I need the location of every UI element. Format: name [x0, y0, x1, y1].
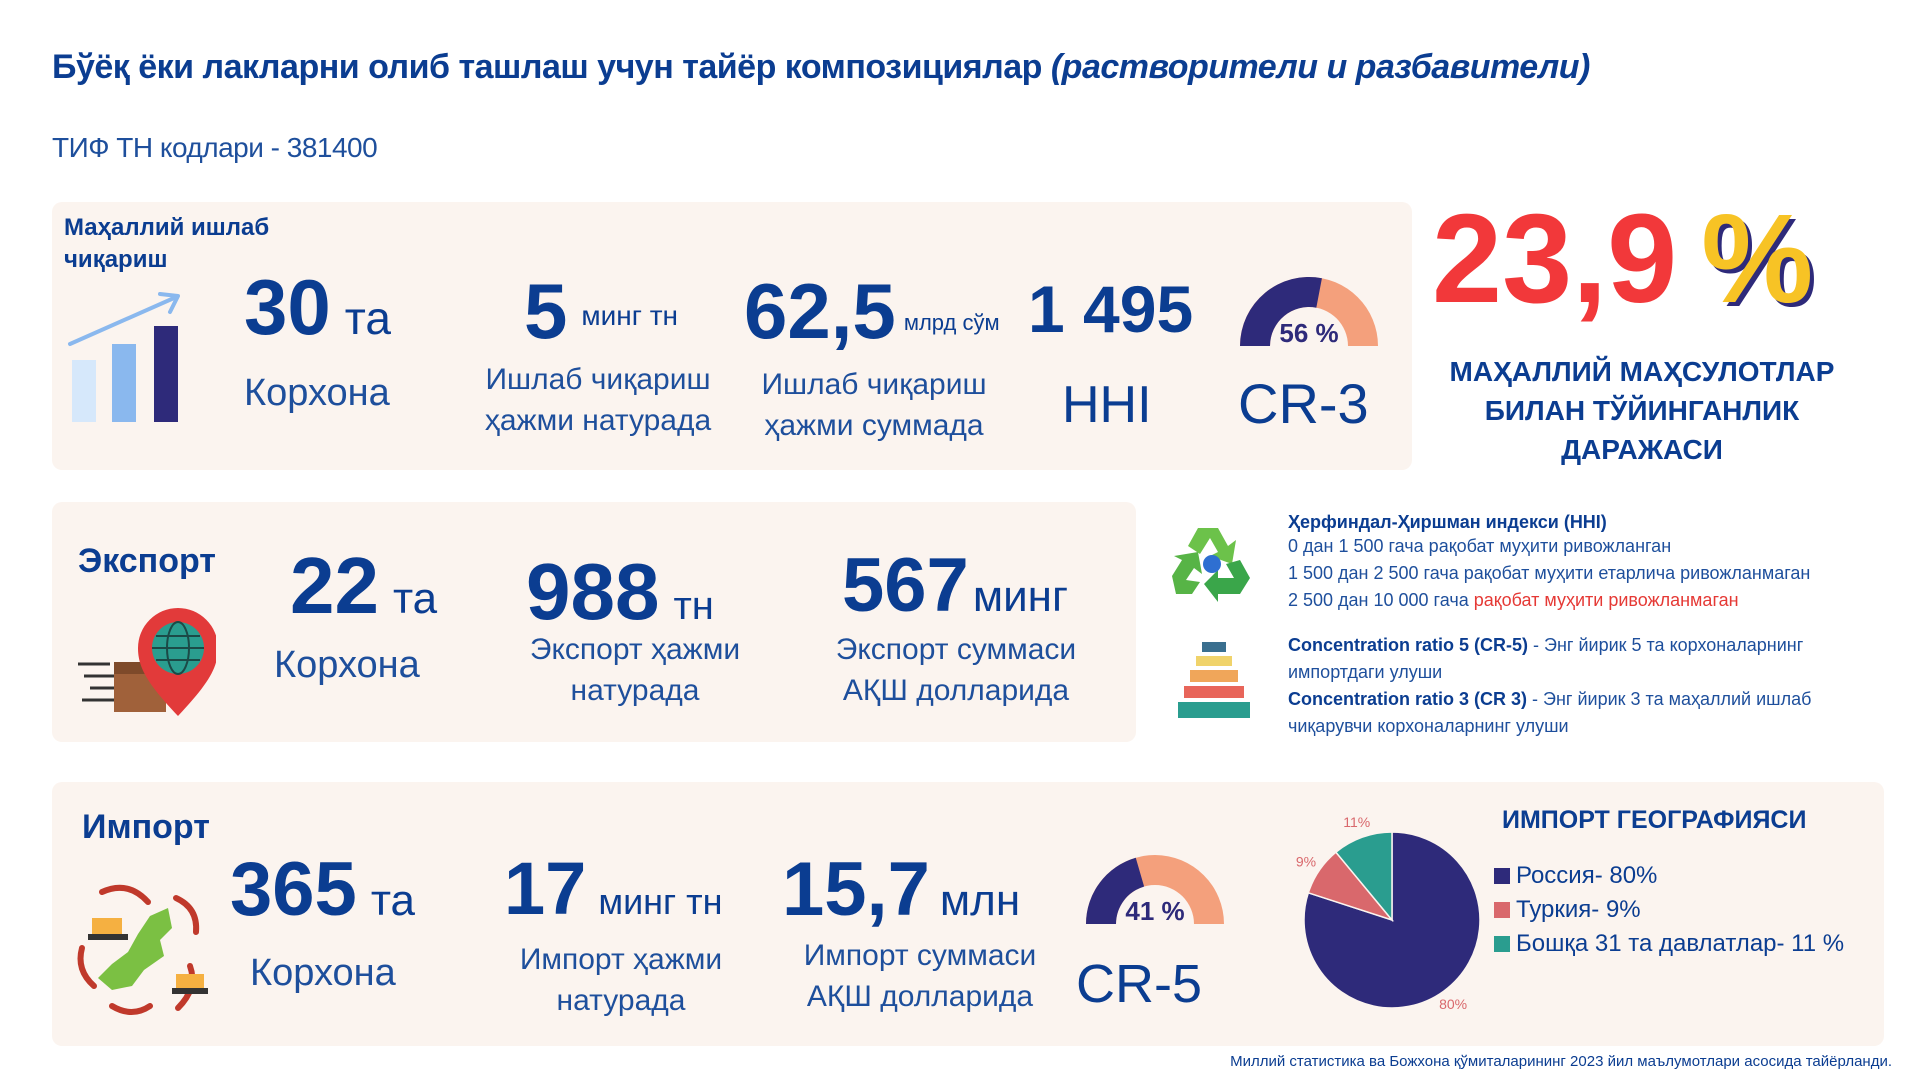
growth-chart-icon [68, 292, 180, 422]
title-main: Бўёқ ёки лакларни олиб ташлаш учун тайёр… [52, 48, 1042, 86]
export-sum-label: Экспорт суммаси АҚШ долларида [835, 633, 1077, 707]
pie-slice-label: 11% [1343, 814, 1370, 830]
pie-slice [1334, 831, 1393, 923]
legend-label: Россия- 80% [1516, 862, 1658, 889]
pie-legend: Россия- 80% Туркия- 9% Бошқа 31 та давлатл… [1494, 862, 1844, 964]
pie-title: ИМПОРТ ГЕОГРАФИЯСИ [1502, 806, 1807, 834]
percent-sign: % [1701, 188, 1814, 329]
cr5-gauge-fill [1086, 857, 1145, 924]
cr-explanation: Concentration ratio 5 (CR-5) - Энг йирик… [1288, 635, 1812, 736]
local-production-label: Маҳаллий ишлаб чиқариш [64, 214, 270, 274]
export-sum-value: 567минг [842, 543, 1068, 628]
export-delivery-icon [78, 608, 216, 716]
legend-swatch [1494, 902, 1510, 918]
hhi-explanation: Ҳерфиндал-Ҳиршман индекси (HHI) 0 дан 1 … [1288, 512, 1908, 614]
saturation-label: МАҲАЛЛИЙ МАҲСУЛОТЛАР БИЛАН ТЎЙИНГАНЛИК Д… [1449, 356, 1835, 466]
import-label: Импорт [82, 808, 210, 846]
pyramid-stack-icon [1178, 642, 1250, 718]
export-panel [52, 502, 1136, 742]
export-enterprises-label: Корхона [274, 644, 420, 686]
cr5-gauge: 41 % [1086, 855, 1224, 926]
import-volume-label: Импорт ҳажми натурада [519, 943, 723, 1017]
local-production-panel [52, 202, 1412, 470]
import-sum-value: 15,7 млн [782, 847, 1021, 932]
legend-item: Россия- 80% [1494, 862, 1844, 890]
hhi-value: 1 495 [1028, 272, 1194, 346]
title-paren: (растворители и разбавители) [1050, 48, 1591, 86]
footnote: Миллий статистика ва Божхона қўмиталарин… [1230, 1053, 1892, 1070]
import-volume-value: 17 минг тн [504, 847, 723, 930]
export-label: Экспорт [78, 542, 216, 580]
saturation-value: 23,9% [1432, 188, 1814, 329]
import-enterprises-label: Корхона [250, 952, 396, 994]
local-sum-value: 62,5 млрд сўм [744, 267, 1000, 355]
pie-slice-label: 9% [1296, 854, 1316, 870]
local-sum-label: Ишлаб чиқариш ҳажми суммада [761, 368, 987, 442]
local-enterprises-label: Корхона [244, 372, 390, 414]
local-volume-label: Ишлаб чиқариш ҳажми натурада [484, 363, 712, 437]
local-enterprises-value: 30 та [244, 263, 391, 351]
import-enterprises-value: 365 та [230, 847, 415, 932]
cr3-percent: 56 % [1279, 318, 1338, 348]
local-volume-value: 5 минг тн [524, 267, 679, 355]
recycle-icon [1172, 528, 1250, 602]
import-panel [52, 782, 1884, 1046]
cr5-percent: 41 % [1125, 896, 1184, 926]
legend-item: Туркия- 9% [1494, 896, 1844, 924]
cr5-label: CR-5 [1076, 954, 1203, 1014]
hhi-explanation-title: Ҳерфиндал-Ҳиршман индекси (HHI) [1288, 512, 1607, 532]
legend-label: Бошқа 31 та давлатлар- 11 % [1516, 930, 1845, 957]
export-enterprises-value: 22 та [290, 541, 438, 630]
export-volume-label: Экспорт ҳажми натурада [529, 633, 741, 707]
tnved-code: ТИФ ТН кодлари - 381400 [52, 132, 378, 163]
cr3-gauge-fill [1240, 277, 1322, 346]
import-sum-label: Импорт суммаси АҚШ долларида [803, 939, 1037, 1013]
legend-swatch [1494, 868, 1510, 884]
cr3-gauge: 56 % [1240, 277, 1378, 348]
import-map-icon [77, 884, 208, 1015]
hhi-label: HHI [1062, 376, 1152, 434]
legend-swatch [1494, 936, 1510, 952]
legend-item: Бошқа 31 та давлатлар- 11 % [1494, 930, 1844, 958]
cr3-label: CR-3 [1238, 372, 1369, 435]
pie-slice-label: 80% [1439, 996, 1467, 1012]
export-volume-value: 988 тн [526, 547, 714, 636]
import-geography-pie: 80% 9% 11% [1296, 814, 1481, 1012]
legend-label: Туркия- 9% [1516, 896, 1641, 923]
page-title: Бўёқ ёки лакларни олиб ташлаш учун тайёр… [52, 48, 1590, 87]
